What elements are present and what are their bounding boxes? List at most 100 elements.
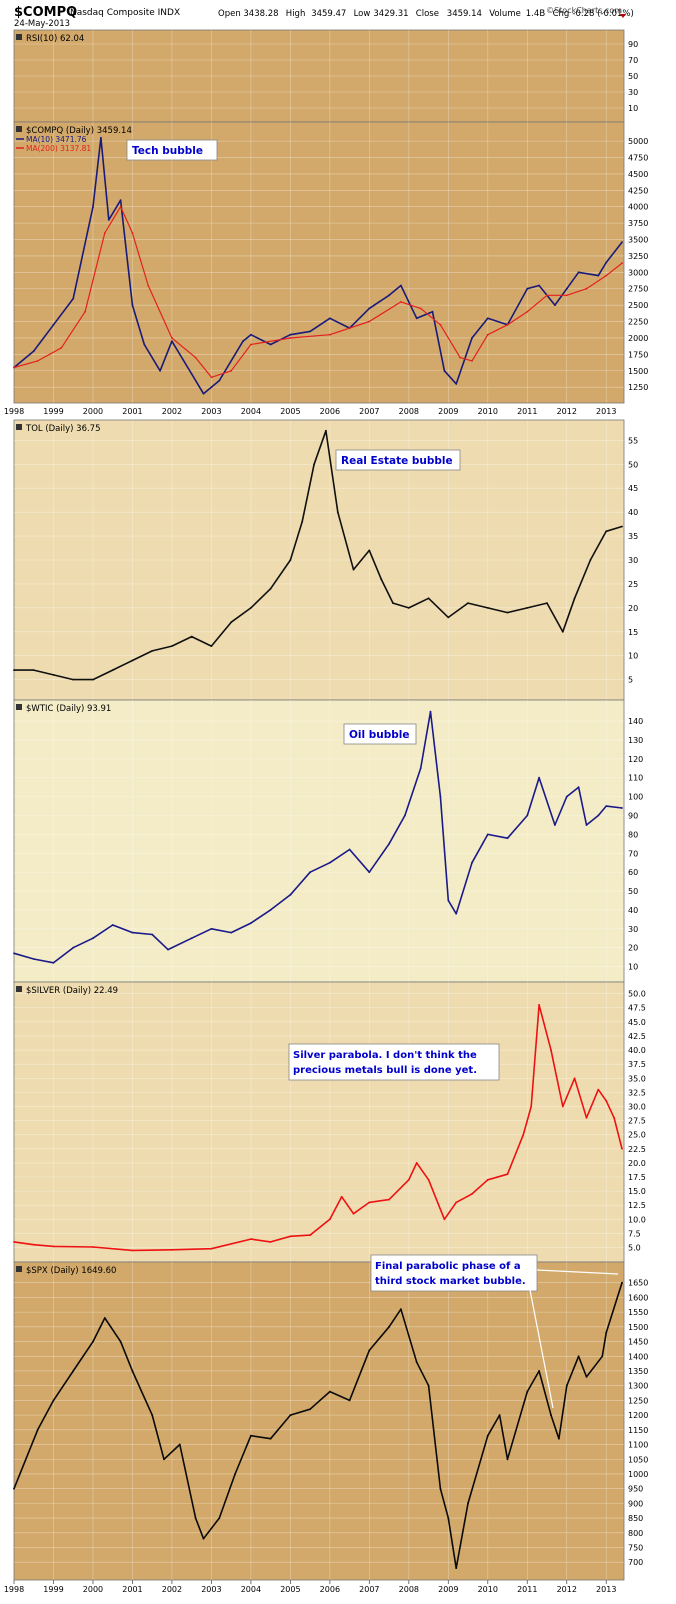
y-tick-label: 47.5 [628,1004,646,1013]
data-point [72,1370,75,1372]
data-point [143,343,146,346]
data-point [415,317,418,320]
data-point [597,1088,600,1091]
data-point [459,356,461,359]
annotation-text: precious metals bull is done yet. [293,1065,477,1076]
data-point [415,1162,418,1164]
panel-title: $SPX (Daily) 1649.60 [26,1266,116,1276]
data-point [565,795,568,798]
data-point [269,909,272,911]
data-point [447,1517,450,1519]
callout-line [529,1289,554,1409]
data-point [558,1437,560,1440]
data-point [329,1218,331,1221]
data-point [538,1004,540,1006]
data-point [329,317,331,320]
y-tick-label: 1150 [628,1426,648,1435]
data-point [289,893,292,896]
data-point [621,807,623,809]
data-point [352,568,355,571]
y-tick-label: 1350 [628,1367,648,1376]
x-tick-label: 2004 [241,407,261,416]
y-tick-label: 1500 [628,367,648,376]
y-tick-label: 2000 [628,334,648,343]
data-point [388,1198,390,1201]
data-point [429,710,432,713]
data-point [526,310,529,313]
y-tick-label: 30 [628,556,638,565]
data-point [526,287,529,290]
data-point [309,330,311,333]
quote-label-low: Low [354,9,371,19]
data-point [621,1147,623,1150]
data-point [585,824,588,826]
y-tick-label: 27.5 [628,1117,646,1126]
y-tick-label: 15.0 [628,1187,646,1196]
x-tick-label: 2013 [596,407,616,416]
data-point [471,861,473,864]
series-line-tol [14,430,623,681]
data-point [526,814,529,817]
data-point [119,199,122,202]
quote-label-volume: Volume [489,9,521,19]
series-icon [16,1266,22,1272]
y-tick-label: 45.0 [628,1018,646,1027]
data-point [171,337,173,339]
y-tick-label: 90 [628,812,638,821]
data-point [486,317,489,320]
data-point [348,848,351,851]
y-tick-label: 30 [628,88,638,97]
annotation-box [126,139,218,161]
data-point [230,621,233,624]
panels: 90 70 50 30 10 RSI(10) 62.04 5000 4750 4500 4250 4… [13,29,648,1581]
data-point [565,1384,568,1387]
callout-line [536,1269,619,1275]
panel-title: $WTIC (Daily) 93.91 [26,704,111,714]
series-icon [16,424,22,430]
data-point [621,525,623,528]
data-point [32,1243,35,1246]
panel-background [13,1261,625,1581]
x-tick-label: 2006 [320,407,340,416]
y-tick-label: 50 [628,460,638,469]
panel-title: TOL (Daily) 36.75 [25,424,101,434]
quote-value-high: 3459.47 [311,9,346,19]
data-point [119,1340,122,1343]
x-tick-label: 2002 [162,1585,182,1594]
y-tick-label: 30.0 [628,1102,646,1111]
data-point [621,1281,623,1284]
quote-label-open: Open [218,9,241,19]
data-point [613,1116,615,1119]
data-point [419,307,422,310]
data-point [147,284,150,287]
data-point [250,922,252,924]
data-point [550,1049,552,1051]
data-point [605,530,608,533]
x-tick-label: 2001 [122,407,142,416]
data-point [119,205,122,208]
data-point [368,871,371,874]
x-tick-label: 1998 [4,407,24,416]
quote-value-chg: -0.28 (-0.01%) [572,9,633,19]
y-tick-label: 22.5 [628,1145,646,1154]
data-point [171,340,173,343]
y-tick-label: 1300 [628,1382,648,1391]
data-point [52,1245,55,1248]
data-point [340,1195,343,1198]
panel-title: $COMPQ (Daily) 3459.14 [26,126,132,136]
data-point [585,1376,588,1378]
data-point [92,205,94,208]
data-point [269,1437,272,1440]
x-tick-label: 2009 [438,407,458,416]
data-point [605,274,608,277]
y-tick-label: 1550 [628,1308,648,1317]
y-tick-label: 20 [628,944,638,953]
data-point [589,559,592,561]
y-tick-label: 110 [628,774,643,783]
y-tick-label: 5 [628,676,633,685]
data-point [415,1361,418,1364]
data-point [325,429,327,432]
panel-1: 5000 4750 4500 4250 4000 3750 3500 3250 3000 2750… [13,121,648,404]
data-point [32,350,35,352]
y-tick-label: 55 [628,436,638,445]
